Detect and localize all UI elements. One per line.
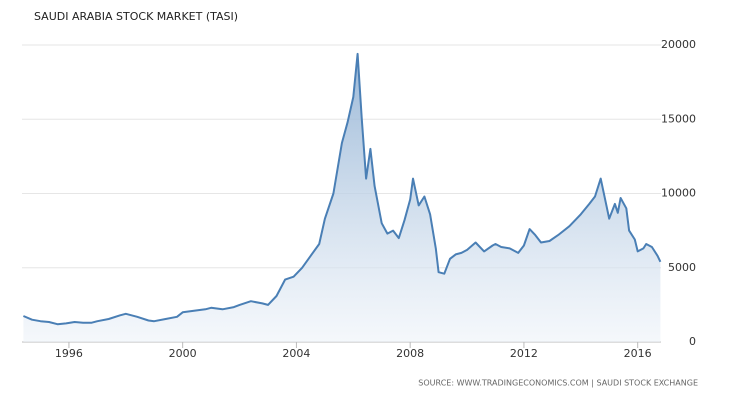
line [23, 52, 662, 326]
x-tick-label: 2000 [169, 347, 197, 360]
x-tick-label: 2008 [396, 347, 424, 360]
y-tick-label: 15000 [661, 112, 696, 125]
x-tick-label: 2012 [510, 347, 538, 360]
y-tick-label: 10000 [661, 187, 696, 200]
x-tick-label: 2016 [624, 347, 652, 360]
x-tick-label: 1996 [55, 347, 83, 360]
source: SOURCE: WWW.TRADINGECONOMICS.COM | SAUDI… [418, 379, 698, 388]
area-fill [23, 53, 661, 343]
y-tick-label: 0 [689, 335, 696, 348]
y-tick-label: 20000 [661, 38, 696, 51]
chart-title: SAUDI ARABIA STOCK MARKET (TASI) [34, 10, 238, 23]
x-tick-label: 2004 [282, 347, 310, 360]
y-tick-label: 5000 [668, 261, 696, 274]
